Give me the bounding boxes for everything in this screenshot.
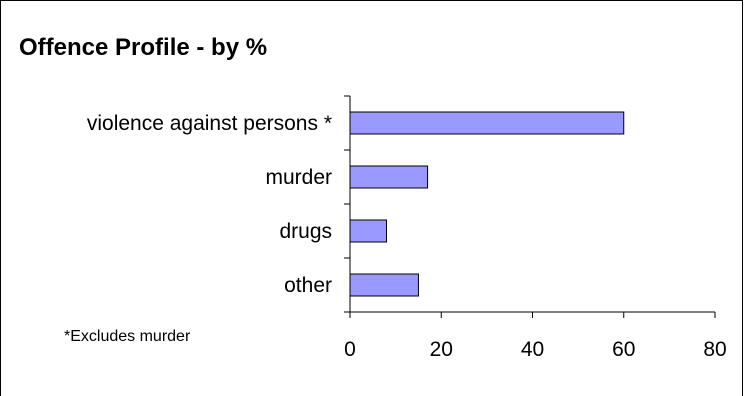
category-label: drugs xyxy=(279,220,332,243)
chart-title: Offence Profile - by % xyxy=(19,34,267,61)
x-tick-label: 60 xyxy=(612,338,635,361)
x-tick-label: 20 xyxy=(430,338,453,361)
x-tick-label: 40 xyxy=(521,338,544,361)
bar-2 xyxy=(349,165,429,189)
bar-4 xyxy=(349,273,419,297)
x-tick-label: 0 xyxy=(344,338,356,361)
bar-3 xyxy=(349,219,387,243)
plot-area: violence against persons * murder drugs oth… xyxy=(87,95,727,361)
category-label: other xyxy=(284,274,332,297)
category-label: violence against persons * xyxy=(87,112,332,135)
footnote: *Excludes murder xyxy=(64,328,191,345)
bar-1 xyxy=(349,111,625,135)
x-tick-label: 80 xyxy=(703,338,726,361)
category-label: murder xyxy=(265,166,332,189)
